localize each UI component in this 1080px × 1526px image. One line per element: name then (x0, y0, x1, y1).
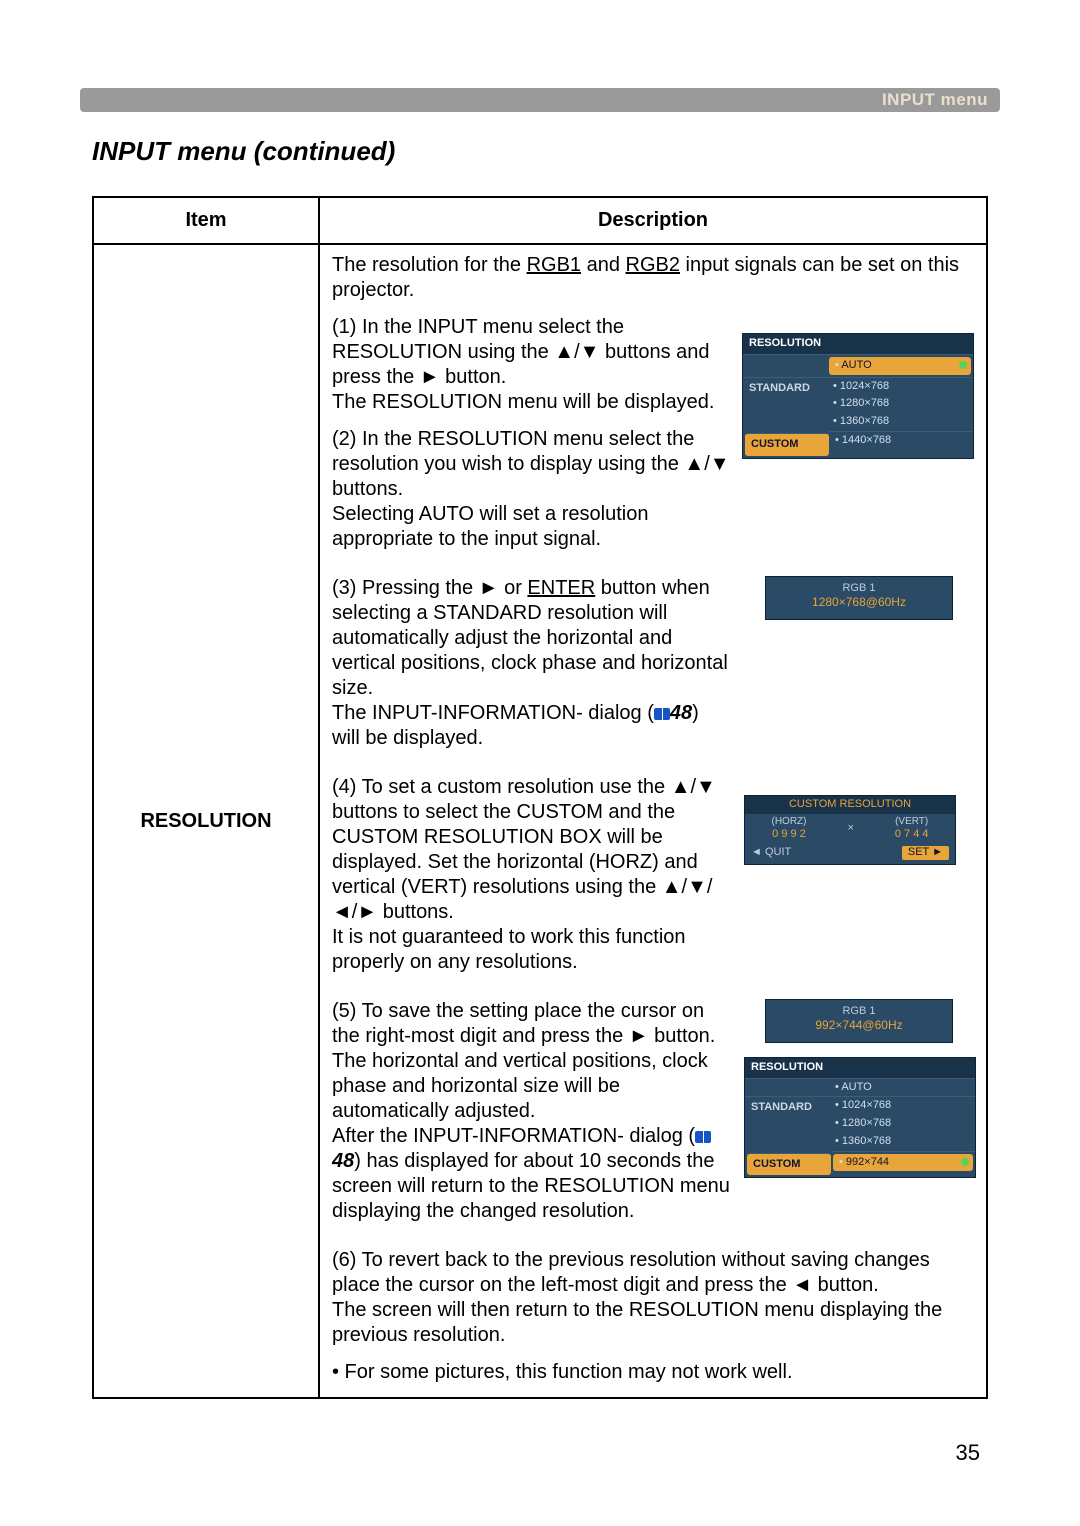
page-title: INPUT menu (continued) (92, 136, 395, 167)
header-bar: INPUT menu (80, 88, 1000, 112)
manual-ref-icon (654, 708, 670, 720)
col-header-item: Item (93, 197, 319, 244)
manual-ref-icon (695, 1131, 711, 1143)
resolution-table: Item Description RESOLUTION The resoluti… (92, 196, 988, 1399)
col-header-description: Description (319, 197, 987, 244)
step5: (5) To save the setting place the cursor… (332, 999, 732, 1224)
osd-resolution-menu-2: RESOLUTION AUTO STANDARD 1024×768 1280×7… (744, 1057, 976, 1179)
step1: (1) In the INPUT menu select the RESOLUT… (332, 315, 730, 415)
step4: (4) To set a custom resolution use the ▲… (332, 775, 732, 975)
step6: (6) To revert back to the previous resol… (332, 1248, 974, 1348)
step2: (2) In the RESOLUTION menu select the re… (332, 427, 730, 552)
description-cell: The resolution for the RGB1 and RGB2 inp… (319, 244, 987, 1398)
intro-text: The resolution for the RGB1 and RGB2 inp… (332, 253, 974, 303)
page-number: 35 (956, 1440, 980, 1466)
row-label-resolution: RESOLUTION (93, 244, 319, 1398)
input-info-dialog-1: RGB 1 1280×768@60Hz (765, 576, 953, 620)
step3: (3) Pressing the ► or ENTER button when … (332, 576, 732, 751)
custom-resolution-box: CUSTOM RESOLUTION (HORZ)0 9 9 2 × (VERT)… (744, 795, 956, 865)
osd-resolution-menu-1: RESOLUTION AUTO STANDARD 1024×768 1280×7… (742, 333, 974, 459)
input-info-dialog-2: RGB 1 992×744@60Hz (765, 999, 953, 1043)
header-label: INPUT menu (882, 88, 988, 112)
footnote: • For some pictures, this function may n… (332, 1360, 974, 1385)
